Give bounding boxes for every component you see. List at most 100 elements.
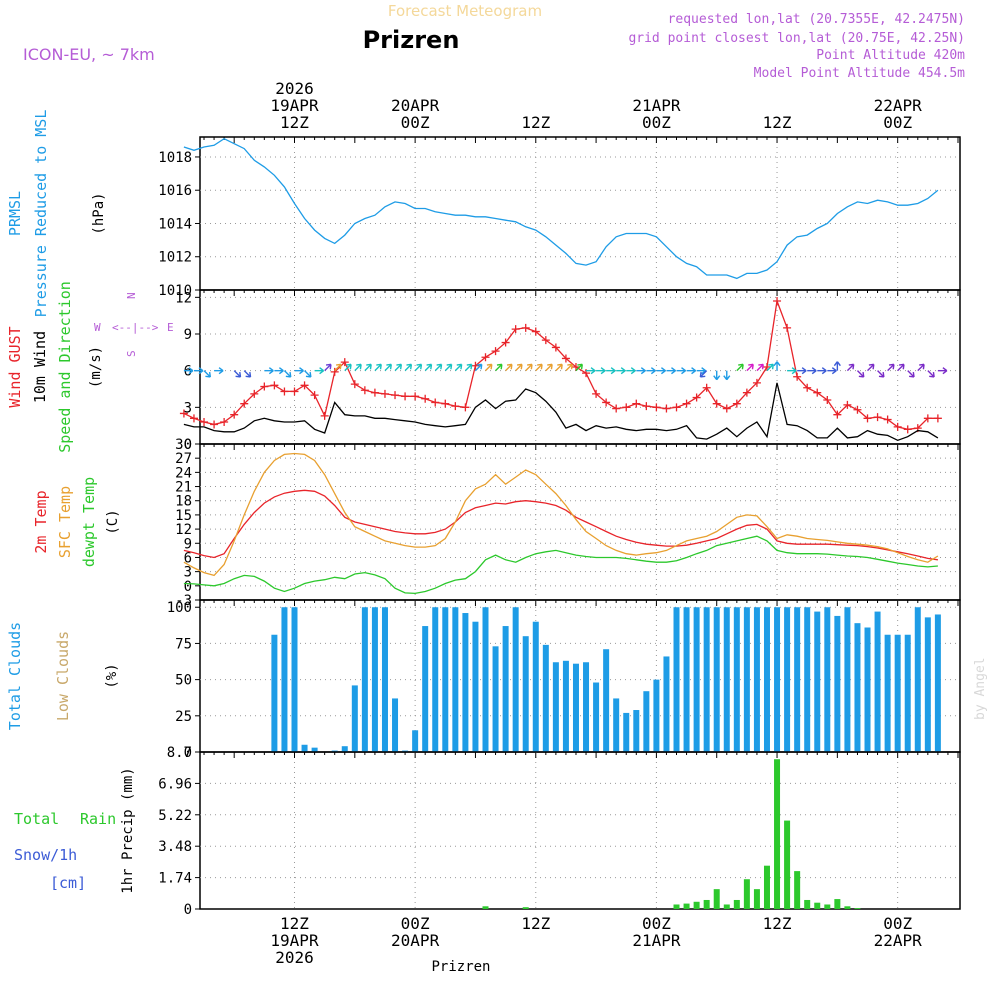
data-point bbox=[752, 378, 761, 387]
wind-arrowhead bbox=[325, 363, 332, 370]
bottom-time-label: 00Z bbox=[401, 914, 430, 933]
series-line bbox=[183, 489, 938, 561]
wind-arrow bbox=[565, 363, 573, 372]
wind-arrowhead bbox=[811, 367, 817, 375]
data-point bbox=[933, 414, 942, 423]
wind-arrow bbox=[495, 363, 503, 372]
wind-arrowhead bbox=[527, 363, 533, 370]
bar bbox=[341, 746, 348, 752]
compass-legend: W <--|--> E N S bbox=[94, 292, 174, 357]
model-label: ICON-EU, ~ 7km bbox=[23, 45, 155, 64]
data-point bbox=[571, 363, 580, 371]
wind-arrowhead bbox=[567, 363, 573, 370]
bar bbox=[874, 611, 881, 752]
y-axis-title: 1hr Precip (mm) bbox=[120, 767, 136, 893]
data-point bbox=[823, 396, 832, 404]
wind-arrow bbox=[505, 363, 513, 372]
series-label: Total Clouds bbox=[6, 622, 24, 730]
bar bbox=[924, 617, 931, 752]
wind-arrow bbox=[344, 363, 352, 372]
y-tick-label: 1016 bbox=[158, 183, 192, 199]
bar bbox=[854, 908, 861, 909]
bar bbox=[552, 662, 559, 752]
wind-arrowhead bbox=[336, 363, 342, 370]
y-tick-label: 6 bbox=[184, 364, 192, 380]
wind-arrowhead bbox=[650, 367, 656, 375]
wind-arrowhead bbox=[278, 367, 284, 375]
data-point bbox=[391, 391, 400, 400]
top-time-label: 12Z bbox=[763, 113, 792, 132]
wind-arrowhead bbox=[285, 371, 292, 378]
data-point bbox=[843, 400, 852, 409]
panel-frame bbox=[199, 751, 961, 910]
wind-arrowhead bbox=[919, 363, 925, 370]
wind-arrow bbox=[454, 363, 463, 372]
wind-arrowhead bbox=[305, 371, 312, 378]
bar bbox=[522, 907, 529, 909]
wind-arrowhead bbox=[188, 367, 194, 375]
top-time-label: 12Z bbox=[521, 113, 550, 132]
y-tick-label: -3 bbox=[175, 593, 192, 609]
bar bbox=[653, 679, 660, 752]
data-point bbox=[541, 336, 550, 345]
bar bbox=[753, 889, 760, 909]
model-altitude: Model Point Altitude 454.5m bbox=[754, 66, 965, 81]
bar bbox=[542, 644, 549, 752]
data-point bbox=[762, 363, 771, 371]
bar bbox=[512, 607, 519, 752]
bar bbox=[894, 634, 901, 752]
bar bbox=[763, 607, 770, 752]
wind-arrow bbox=[545, 363, 553, 372]
wind-arrowhead bbox=[590, 367, 596, 375]
bar bbox=[381, 607, 388, 752]
wind-arrowhead bbox=[486, 363, 493, 370]
bar bbox=[311, 747, 318, 752]
wind-arrow bbox=[485, 363, 493, 372]
data-point bbox=[461, 403, 470, 412]
wind-arrow bbox=[384, 363, 392, 372]
wind-arrowhead bbox=[406, 363, 413, 370]
data-point bbox=[783, 323, 792, 332]
wind-arrowhead bbox=[723, 375, 731, 381]
wind-arrow bbox=[434, 363, 443, 372]
wind-arrow bbox=[736, 363, 744, 372]
data-point bbox=[421, 394, 430, 403]
data-point bbox=[189, 414, 198, 423]
wind-arrowhead bbox=[831, 367, 837, 375]
wind-arrow bbox=[414, 363, 422, 372]
bar bbox=[643, 691, 650, 752]
series-line bbox=[183, 535, 938, 595]
top-time-label: 2026 bbox=[275, 79, 314, 98]
bar bbox=[763, 865, 770, 909]
bar bbox=[713, 607, 720, 752]
wind-arrowhead bbox=[547, 363, 553, 370]
series-label: 2m Temp bbox=[32, 490, 50, 553]
bar bbox=[713, 889, 720, 909]
wind-arrowhead bbox=[768, 363, 774, 370]
panel-frame bbox=[199, 443, 961, 601]
wind-arrow bbox=[304, 370, 312, 378]
data-point bbox=[350, 380, 359, 389]
wind-arrow bbox=[856, 370, 865, 378]
wind-arrow bbox=[756, 363, 764, 372]
bar bbox=[774, 759, 781, 909]
y-tick-label: 3 bbox=[184, 565, 192, 581]
wind-arrowhead bbox=[268, 367, 274, 375]
wind-arrowhead bbox=[496, 363, 503, 370]
bottom-time-label: 21APR bbox=[632, 931, 681, 950]
data-point bbox=[923, 414, 932, 423]
data-point bbox=[521, 323, 530, 332]
bar bbox=[392, 698, 399, 752]
wind-arrowhead bbox=[801, 367, 807, 375]
wind-arrow bbox=[334, 363, 342, 372]
bar bbox=[804, 607, 811, 752]
top-time-label: 20APR bbox=[391, 96, 440, 115]
bar bbox=[412, 730, 419, 752]
bar bbox=[753, 607, 760, 752]
y-tick-label: 0 bbox=[184, 745, 192, 761]
snow-label: Snow/1h bbox=[14, 846, 77, 864]
wind-arrowhead bbox=[942, 367, 948, 375]
wind-arrow bbox=[394, 363, 402, 372]
data-point bbox=[501, 338, 510, 347]
